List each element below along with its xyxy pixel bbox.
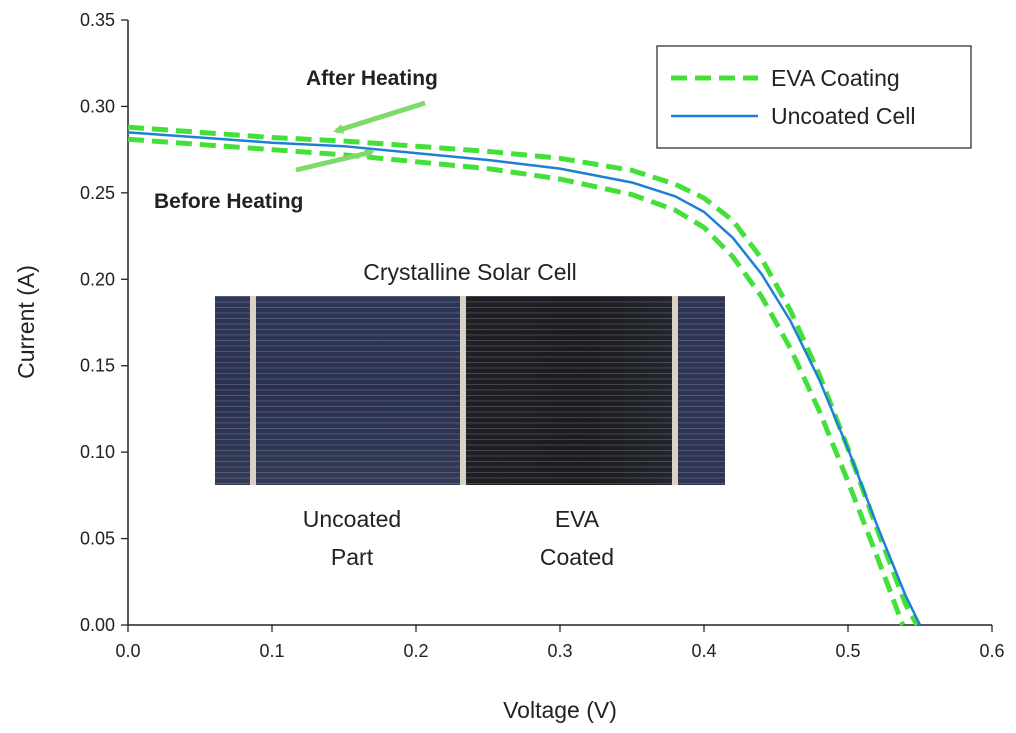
y-tick-label: 0.10 (80, 442, 115, 462)
inset-left-label-line2: Part (331, 544, 374, 570)
x-axis-ticks: 0.0 0.1 0.2 0.3 0.4 0.5 0.6 (115, 625, 1005, 661)
x-tick-label: 0.2 (403, 641, 428, 661)
annotations: After Heating Before Heating (154, 67, 438, 213)
busbar-1 (250, 296, 256, 485)
y-tick-label: 0.15 (80, 356, 115, 376)
x-tick-label: 0.3 (547, 641, 572, 661)
series-line-uncoated-cell (127, 131, 922, 626)
before-heating-arrow (295, 148, 375, 173)
y-tick-label: 0.30 (80, 96, 115, 116)
inset-right-label-line2: Coated (540, 544, 614, 570)
busbar-2 (460, 296, 466, 485)
x-tick-label: 0.4 (691, 641, 716, 661)
inset-right-label-line1: EVA (555, 506, 600, 532)
x-tick-label: 0.6 (979, 641, 1004, 661)
y-tick-label: 0.35 (80, 10, 115, 30)
y-axis-ticks: 0.00 0.05 0.10 0.15 0.20 0.25 0.30 0.35 (80, 10, 128, 635)
legend-box (656, 45, 972, 149)
legend: EVA Coating Uncoated Cell (656, 45, 972, 149)
x-tick-label: 0.1 (259, 641, 284, 661)
y-tick-label: 0.00 (80, 615, 115, 635)
inset-left-label-line1: Uncoated (303, 506, 401, 532)
inset-photo (215, 296, 725, 485)
y-tick-label: 0.25 (80, 183, 115, 203)
series-line-eva-coating-before-heating (127, 136, 906, 626)
x-tick-label: 0.0 (115, 641, 140, 661)
x-tick-label: 0.5 (835, 641, 860, 661)
series-layer (127, 124, 922, 627)
inset-title: Crystalline Solar Cell (363, 259, 576, 285)
legend-label-eva: EVA Coating (771, 65, 900, 91)
y-tick-label: 0.20 (80, 269, 115, 289)
y-axis-label: Current (A) (13, 265, 39, 379)
after-heating-label: After Heating (306, 67, 438, 90)
after-heating-arrow (333, 100, 426, 134)
busbar-3 (672, 296, 678, 485)
finger-lines (215, 296, 725, 485)
solar-cell-inset: Crystalline Solar Cell Uncoated Part EVA… (215, 259, 725, 570)
x-axis-label: Voltage (V) (503, 697, 617, 723)
before-heating-label: Before Heating (154, 190, 303, 213)
legend-label-uncoated: Uncoated Cell (771, 103, 915, 129)
y-tick-label: 0.05 (80, 529, 115, 549)
